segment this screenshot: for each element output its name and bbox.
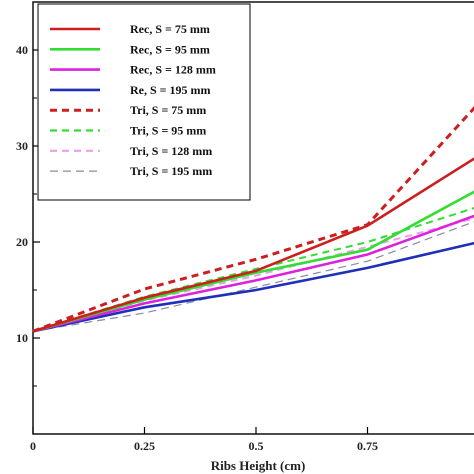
legend-label: Re, S = 195 mm (130, 83, 211, 97)
legend-label: Rec, S = 75 mm (130, 22, 210, 36)
y-tick-label: 20 (16, 235, 28, 249)
y-tick-label: 30 (16, 139, 28, 153)
legend-label: Tri, S = 75 mm (130, 103, 206, 117)
x-tick-label: 0 (30, 439, 36, 453)
legend-label: Tri, S = 128 mm (130, 144, 212, 158)
legend-box (37, 3, 251, 201)
series-line-5 (32, 106, 474, 333)
series-line-3 (32, 214, 474, 333)
axis-ticks: 0 0.25 0.5 0.75 10 20 30 40 (16, 43, 378, 453)
legend-label: Rec, S = 95 mm (130, 42, 210, 56)
series-lines (32, 106, 474, 333)
y-tick-label: 10 (16, 331, 28, 345)
series-line-8 (32, 221, 474, 332)
x-axis-title: Ribs Height (cm) (211, 458, 306, 473)
y-tick-label: 40 (16, 43, 28, 57)
x-tick-label: 0.75 (357, 439, 378, 453)
legend-label: Tri, S = 95 mm (130, 124, 206, 138)
x-tick-label: 0.5 (249, 439, 264, 453)
x-tick-label: 0.25 (134, 439, 155, 453)
series-line-4 (32, 241, 474, 333)
legend-label: Tri, S = 195 mm (130, 164, 212, 178)
legend: Rec, S = 75 mm Rec, S = 95 mm Rec, S = 128… (37, 3, 251, 201)
series-line-1 (32, 157, 474, 333)
legend-label: Rec, S = 128 mm (130, 63, 216, 77)
